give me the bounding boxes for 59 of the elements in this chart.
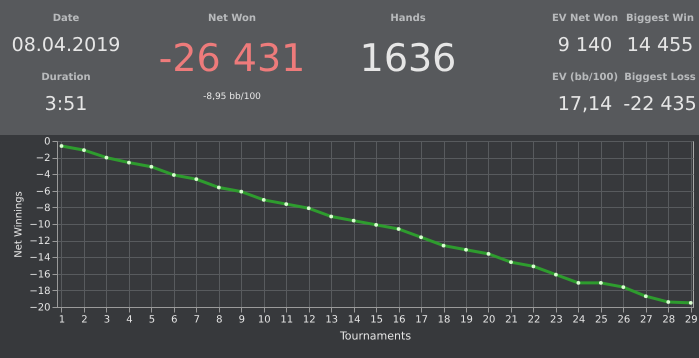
x-tick-label: 20	[482, 314, 496, 326]
x-tick-label: 26	[617, 314, 630, 326]
text: Biggest Loss	[624, 72, 696, 83]
x-tick-label: 24	[572, 314, 586, 326]
y-tick-label: −18	[29, 286, 50, 297]
y-tick-label: −2	[36, 153, 50, 164]
text: EV Net Won	[552, 13, 618, 24]
x-tick-label: 22	[528, 314, 540, 326]
x-tick-label: 21	[505, 314, 518, 326]
x-tick-label: 18	[438, 314, 450, 326]
x-tick-label: 12	[302, 314, 316, 326]
x-tick-label: 14	[348, 314, 361, 326]
text: 14 455	[626, 34, 694, 56]
y-tick-label: −12	[29, 236, 50, 248]
x-tick-label: 5	[148, 314, 156, 326]
text: Biggest Win	[626, 13, 694, 24]
x-tick-label: 4	[126, 314, 133, 326]
x-tick-label: 28	[662, 314, 676, 326]
text: 1636	[360, 36, 456, 80]
x-tick-label: 2	[81, 314, 88, 326]
text: -26 431	[158, 36, 306, 80]
text: -22 435	[623, 93, 697, 115]
x-tick-label: 25	[594, 314, 608, 326]
text: -8,95 bb/100	[203, 92, 262, 102]
x-tick-label: 13	[325, 314, 338, 326]
x-axis-title: Tournaments	[338, 330, 412, 342]
x-tick-label: 10	[258, 314, 271, 326]
y-tick-label: −10	[29, 220, 50, 230]
x-tick-label: 15	[370, 314, 383, 326]
x-tick-label: 11	[280, 314, 294, 326]
text: 3:51	[44, 93, 88, 115]
text: EV (bb/100)	[552, 72, 618, 83]
text: Date	[52, 13, 80, 24]
y-tick-label: −14	[29, 252, 50, 264]
text: 08.04.2019	[12, 34, 120, 56]
x-tick-label: 9	[238, 314, 245, 326]
x-tick-label: 23	[550, 314, 563, 326]
text: Net Won	[208, 13, 256, 24]
y-tick-label: −16	[29, 269, 50, 280]
y-tick-label: −8	[36, 202, 50, 214]
x-tick-label: 27	[640, 314, 653, 326]
text: Hands	[390, 13, 426, 24]
x-tick-label: 29	[684, 314, 698, 326]
text: 9 140	[558, 34, 612, 56]
y-tick-label: −20	[29, 302, 50, 314]
x-tick-label: 8	[216, 314, 222, 326]
x-tick-label: 1	[58, 314, 66, 326]
x-tick-label: 17	[415, 314, 428, 326]
x-tick-label: 3	[104, 314, 110, 326]
x-tick-label: 16	[392, 314, 406, 326]
y-tick-label: −4	[36, 170, 50, 181]
y-tick-label: −6	[36, 186, 50, 198]
y-tick-label: 0	[44, 136, 50, 148]
y-axis-title: Net Winnings	[13, 191, 24, 258]
x-tick-label: 6	[171, 314, 178, 326]
x-tick-label: 19	[460, 314, 473, 326]
x-tick-label: 7	[194, 314, 200, 326]
text: 17,14	[558, 93, 612, 115]
text: Duration	[41, 72, 91, 83]
